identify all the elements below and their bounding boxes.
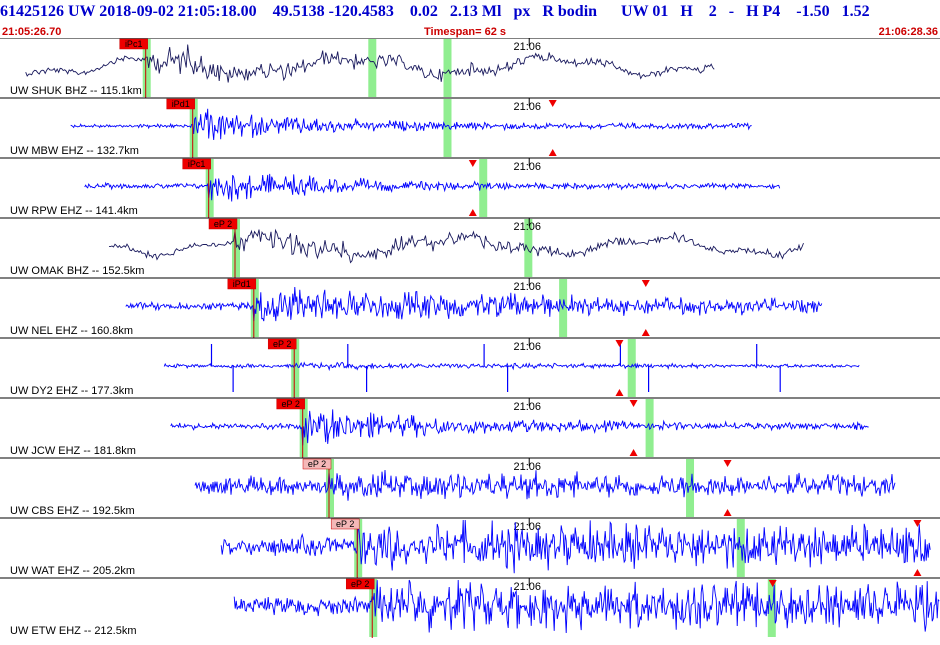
- station-label: UW JCW EHZ -- 181.8km: [10, 445, 136, 457]
- seismic-trace: [84, 173, 781, 202]
- waveform-panels[interactable]: 21:06 iPc1 UW SHUK BHZ -- 115.1km 21:06 iPd1…: [0, 37, 940, 640]
- pick-box: [345, 578, 375, 590]
- station-panel[interactable]: 21:06 iPd1 UW NEL EHZ -- 160.8km: [0, 277, 940, 338]
- pick-box: [276, 398, 305, 410]
- arrival-marker-top: [768, 580, 777, 587]
- station-label: UW MBW EHZ -- 132.7km: [10, 145, 139, 157]
- arrival-marker-top: [641, 280, 650, 287]
- time-tick-label: 21:06: [513, 161, 541, 173]
- seismic-trace: [170, 409, 869, 446]
- green-window: [369, 579, 378, 637]
- seismic-trace: [220, 519, 931, 574]
- station-panel[interactable]: 21:06 iPd1 UW MBW EHZ -- 132.7km: [0, 97, 940, 158]
- end-time: 21:06:28.36: [878, 26, 938, 38]
- time-tick-label: 21:06: [513, 401, 541, 413]
- green-window: [142, 39, 151, 97]
- station-panel[interactable]: 21:06 iPc1 UW RPW EHZ -- 141.4km: [0, 157, 940, 218]
- green-window: [232, 219, 240, 277]
- waveform-svg[interactable]: 21:06 iPc1 UW SHUK BHZ -- 115.1km 21:06 iPd1…: [0, 37, 940, 640]
- seismic-trace: [194, 469, 896, 501]
- green-window: [291, 339, 300, 397]
- arrival-marker-bottom: [641, 329, 650, 336]
- station-panel[interactable]: 21:06 eP 2 UW OMAK BHZ -- 152.5km: [0, 217, 940, 278]
- station-label: UW NEL EHZ -- 160.8km: [10, 325, 133, 337]
- green-window: [479, 159, 488, 217]
- green-window: [368, 39, 377, 97]
- station-label: UW ETW EHZ -- 212.5km: [10, 625, 137, 637]
- pick-box: [119, 38, 148, 50]
- station-panel[interactable]: 21:06 eP 2 UW ETW EHZ -- 212.5km: [0, 577, 940, 638]
- time-tick-label: 21:06: [513, 341, 541, 353]
- green-window: [354, 519, 363, 577]
- time-tick-label: 21:06: [513, 521, 541, 533]
- time-tick-label: 21:06: [513, 581, 541, 593]
- green-window: [524, 219, 533, 277]
- time-tick-label: 21:06: [513, 41, 541, 53]
- arrival-marker-top: [548, 100, 557, 107]
- station-panel[interactable]: 21:06 eP 2 UW JCW EHZ -- 181.8km: [0, 397, 940, 458]
- green-window: [326, 459, 334, 517]
- pick-label: iPd1: [172, 99, 190, 109]
- station-label: UW CBS EHZ -- 192.5km: [10, 505, 135, 517]
- header-bar: 61425126 UW 2018-09-02 21:05:18.00 49.51…: [0, 0, 940, 38]
- pick-label: eP 2: [273, 339, 291, 349]
- arrival-marker-bottom: [723, 509, 732, 516]
- pick-box: [166, 98, 195, 110]
- green-window: [250, 279, 259, 337]
- arrival-marker-bottom: [468, 209, 477, 216]
- event-title: 61425126 UW 2018-09-02 21:05:18.00 49.51…: [0, 3, 870, 20]
- pick-label: eP 2: [308, 459, 326, 469]
- seismic-trace: [125, 286, 823, 322]
- station-label: UW SHUK BHZ -- 115.1km: [10, 85, 142, 97]
- station-panel[interactable]: 21:06 eP 2 UW DY2 EHZ -- 177.3km: [0, 337, 940, 398]
- station-panel[interactable]: 21:06 iPc1 UW SHUK BHZ -- 115.1km: [0, 37, 940, 98]
- station-label: UW DY2 EHZ -- 177.3km: [10, 385, 133, 397]
- pick-box: [267, 338, 297, 350]
- start-time: 21:05:26.70: [2, 26, 62, 38]
- time-tick-label: 21:06: [513, 221, 541, 233]
- station-label: UW OMAK BHZ -- 152.5km: [10, 265, 144, 277]
- green-window: [443, 39, 452, 97]
- seismic-trace: [163, 361, 860, 372]
- arrival-marker-top: [629, 400, 638, 407]
- green-window: [443, 99, 452, 157]
- time-tick-label: 21:06: [513, 461, 541, 473]
- arrival-marker-bottom: [548, 149, 557, 156]
- pick-box: [227, 278, 257, 290]
- station-panel[interactable]: 21:06 eP 2 UW CBS EHZ -- 192.5km: [0, 457, 940, 518]
- timespan-label: Timespan= 62 s: [424, 26, 507, 38]
- pick-box: [182, 158, 211, 170]
- arrival-marker-bottom: [615, 389, 624, 396]
- pick-box: [208, 218, 238, 230]
- arrival-marker-bottom: [913, 569, 922, 576]
- arrival-marker-top: [615, 340, 624, 347]
- time-tick-label: 21:06: [513, 281, 541, 293]
- green-window: [736, 519, 745, 577]
- pick-label: eP 2: [336, 519, 354, 529]
- green-window: [686, 459, 695, 517]
- seismic-trace: [108, 228, 804, 264]
- seismic-trace: [233, 579, 940, 634]
- pick-label: eP 2: [282, 399, 300, 409]
- station-label: UW RPW EHZ -- 141.4km: [10, 205, 138, 217]
- arrival-marker-top: [913, 520, 922, 527]
- pick-label: eP 2: [214, 219, 232, 229]
- pick-box: [330, 518, 360, 530]
- arrival-marker-top: [723, 460, 732, 467]
- pick-label: iPc1: [188, 159, 206, 169]
- pick-label: eP 2: [351, 579, 369, 589]
- station-panel[interactable]: 21:06 eP 2 UW WAT EHZ -- 205.2km: [0, 517, 940, 578]
- station-label: UW WAT EHZ -- 205.2km: [10, 565, 135, 577]
- pick-label: iPc1: [125, 39, 143, 49]
- arrival-marker-top: [468, 160, 477, 167]
- arrival-marker-bottom: [629, 449, 638, 456]
- seismic-trace: [70, 108, 752, 141]
- green-window: [627, 339, 636, 397]
- pick-label: iPd1: [233, 279, 251, 289]
- time-tick-label: 21:06: [513, 101, 541, 113]
- pick-box: [302, 458, 332, 470]
- seismic-trace: [25, 44, 715, 83]
